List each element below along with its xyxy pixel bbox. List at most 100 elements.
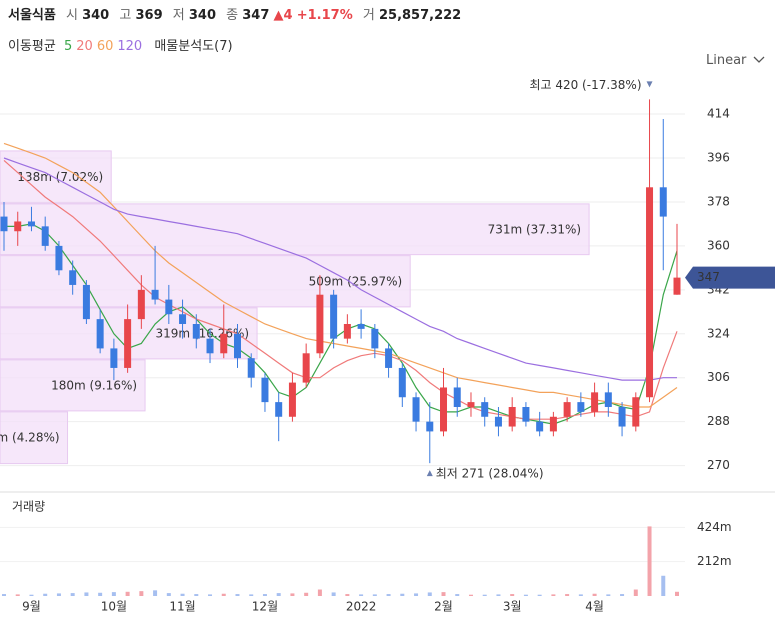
candle-body (110, 348, 118, 368)
candle-body (82, 284, 90, 320)
y-tick-label: 324 (707, 326, 730, 340)
candle-body (673, 277, 681, 295)
y-tick-label: 378 (707, 194, 730, 208)
legend-entry[interactable]: 5 (63, 39, 73, 54)
volume-bar (359, 594, 364, 596)
candle-body (288, 382, 296, 417)
volume-tick-label: 212m (697, 554, 732, 568)
candle-body (302, 353, 310, 383)
price-tag (685, 266, 775, 289)
volume-bar (468, 594, 473, 596)
candle-body (233, 333, 241, 359)
candle-body (220, 333, 228, 354)
scale-mode: Linear (706, 53, 747, 68)
candle-body (14, 221, 22, 232)
legend-entry[interactable]: 120 (117, 39, 143, 54)
candle-body (343, 324, 351, 339)
high-label: 고 (119, 8, 132, 23)
y-tick-label: 270 (707, 458, 730, 472)
change-pct: +1.17% (296, 8, 353, 23)
volume-bar (180, 593, 185, 596)
volume-bar (166, 593, 171, 596)
x-tick-label: 4월 (585, 600, 604, 614)
candle-body (261, 377, 269, 403)
volume-bar (661, 575, 666, 596)
volume-bar (496, 594, 501, 596)
profile-bar (0, 255, 411, 308)
open-label: 시 (65, 8, 78, 23)
volume-bar (43, 593, 48, 596)
volume-bar (125, 591, 130, 596)
ma-line (3, 157, 677, 381)
volume-bar (276, 593, 281, 596)
candle-body (508, 407, 516, 427)
x-tick-label: 10월 (101, 600, 127, 614)
candle-body (618, 407, 626, 427)
candle-body (536, 421, 544, 432)
volume-bar (400, 593, 405, 596)
candle-body (453, 387, 461, 407)
volume-bar (2, 594, 6, 596)
candle-body (96, 319, 104, 349)
ma-legend: 5 20 60 120 (64, 39, 146, 54)
candle-body (357, 324, 365, 329)
volume-value: 25,857,222 (378, 8, 462, 23)
volume-bar (565, 594, 570, 596)
volume-title: 거래량 (12, 500, 45, 514)
volume-bar (331, 592, 336, 596)
ma-line (3, 159, 678, 420)
close-value: 347 (242, 8, 270, 23)
volume-bar (675, 591, 679, 596)
volume-bar (441, 592, 446, 596)
header: 서울식품 시 340 고 369 저 340 종 347 ▲4 +1.17% 거… (8, 4, 461, 23)
open-value: 340 (82, 8, 110, 23)
candle-body (385, 348, 393, 368)
low-annotation: 최저 271 (28.04%) (436, 467, 544, 481)
volume-bar (221, 593, 226, 596)
profile-label[interactable]: 매물분석도(7) (154, 39, 233, 54)
candle-body (398, 367, 406, 398)
ma-line (3, 142, 678, 408)
profile-bar (0, 359, 146, 412)
volume-bar (372, 594, 377, 596)
volume-bar (235, 594, 240, 596)
candle-body (124, 319, 132, 368)
price-tag-label: 347 (697, 270, 720, 284)
volume-bar (482, 594, 487, 596)
low-value: 340 (188, 8, 217, 23)
candle-body (494, 416, 502, 427)
volume-bar (262, 594, 267, 596)
ma-label: 이동평균 (8, 39, 56, 54)
volume-bar (620, 594, 625, 596)
candle-body (659, 187, 667, 217)
volume-bar (427, 592, 432, 596)
profile-bar (0, 150, 112, 204)
low-marker (426, 470, 433, 477)
y-tick-label: 360 (707, 238, 730, 252)
volume-bar (537, 594, 542, 596)
profile-bar (0, 203, 590, 256)
candle-body (69, 270, 77, 285)
scale-dropdown[interactable]: Linear (706, 53, 765, 68)
legend-entry[interactable]: 60 (96, 39, 114, 54)
stock-name: 서울식품 (8, 8, 56, 23)
candle-body (137, 289, 145, 320)
profile-label: 138m (7.02%) (17, 170, 103, 184)
profile-label: 509m (25.97%) (309, 274, 403, 288)
volume-bar (290, 593, 295, 596)
candle-body (604, 392, 612, 407)
legend-entry[interactable]: 20 (76, 39, 93, 54)
profile-label: 731m (37.31%) (488, 222, 582, 236)
volume-bar (317, 589, 322, 596)
candle-body (426, 421, 434, 432)
x-tick-label: 2022 (346, 600, 377, 614)
high-annotation: 최고 420 (-17.38%) (529, 78, 641, 92)
candle-body (371, 328, 379, 349)
profile-label: 180m (9.16%) (51, 378, 137, 392)
candle-body (467, 402, 475, 407)
y-tick-label: 306 (707, 370, 730, 384)
profile-label: 83.8m (4.28%) (0, 431, 60, 445)
candle-body (192, 324, 200, 339)
close-label: 종 (226, 8, 239, 23)
